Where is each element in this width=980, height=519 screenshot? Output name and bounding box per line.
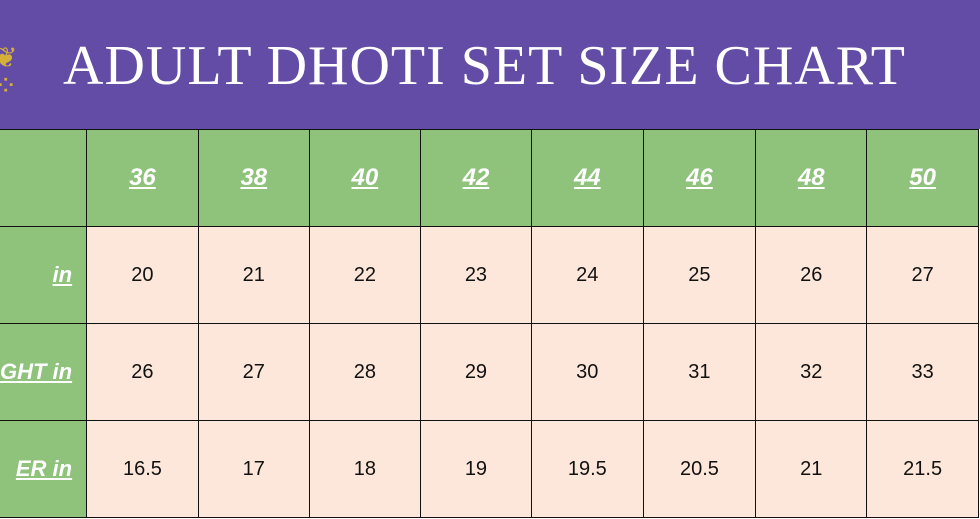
table-row: GHT in 26 27 28 29 30 31 32 33 (0, 323, 979, 421)
page-title: ADULT DHOTI SET SIZE CHART (63, 35, 906, 97)
size-chart-table: 36 38 40 42 44 46 48 50 in 20 21 22 23 2… (0, 129, 979, 518)
corner-cell (0, 129, 88, 227)
value-cell: 28 (308, 323, 421, 421)
value-cell: 33 (866, 323, 979, 421)
value-cell: 21 (197, 226, 310, 324)
ornament-icon: ❦⁘ (0, 42, 18, 100)
value-cell: 23 (419, 226, 532, 324)
row-label: ER in (0, 420, 88, 518)
size-header: 38 (197, 129, 310, 227)
table-row: ER in 16.5 17 18 19 19.5 20.5 21 21.5 (0, 420, 979, 518)
value-cell: 31 (642, 323, 757, 421)
row-label: in (0, 226, 88, 324)
value-cell: 20 (86, 226, 199, 324)
size-header: 36 (86, 129, 199, 227)
value-cell: 18 (308, 420, 421, 518)
value-cell: 21.5 (866, 420, 979, 518)
value-cell: 27 (197, 323, 310, 421)
header-row: 36 38 40 42 44 46 48 50 (0, 129, 979, 227)
table-row: in 20 21 22 23 24 25 26 27 (0, 226, 979, 324)
value-cell: 25 (642, 226, 757, 324)
size-header: 48 (755, 129, 868, 227)
size-header: 42 (419, 129, 532, 227)
value-cell: 22 (308, 226, 421, 324)
value-cell: 20.5 (642, 420, 757, 518)
value-cell: 21 (755, 420, 868, 518)
value-cell: 27 (866, 226, 979, 324)
title-banner: ❦⁘ ADULT DHOTI SET SIZE CHART (0, 0, 980, 129)
row-label: GHT in (0, 323, 88, 421)
value-cell: 24 (530, 226, 644, 324)
value-cell: 26 (755, 226, 868, 324)
value-cell: 19 (419, 420, 532, 518)
value-cell: 17 (197, 420, 310, 518)
value-cell: 30 (530, 323, 644, 421)
size-header: 44 (530, 129, 644, 227)
size-header: 40 (308, 129, 421, 227)
value-cell: 26 (86, 323, 199, 421)
size-header: 50 (866, 129, 979, 227)
value-cell: 29 (419, 323, 532, 421)
value-cell: 32 (755, 323, 868, 421)
value-cell: 16.5 (86, 420, 199, 518)
value-cell: 19.5 (530, 420, 644, 518)
size-header: 46 (642, 129, 757, 227)
